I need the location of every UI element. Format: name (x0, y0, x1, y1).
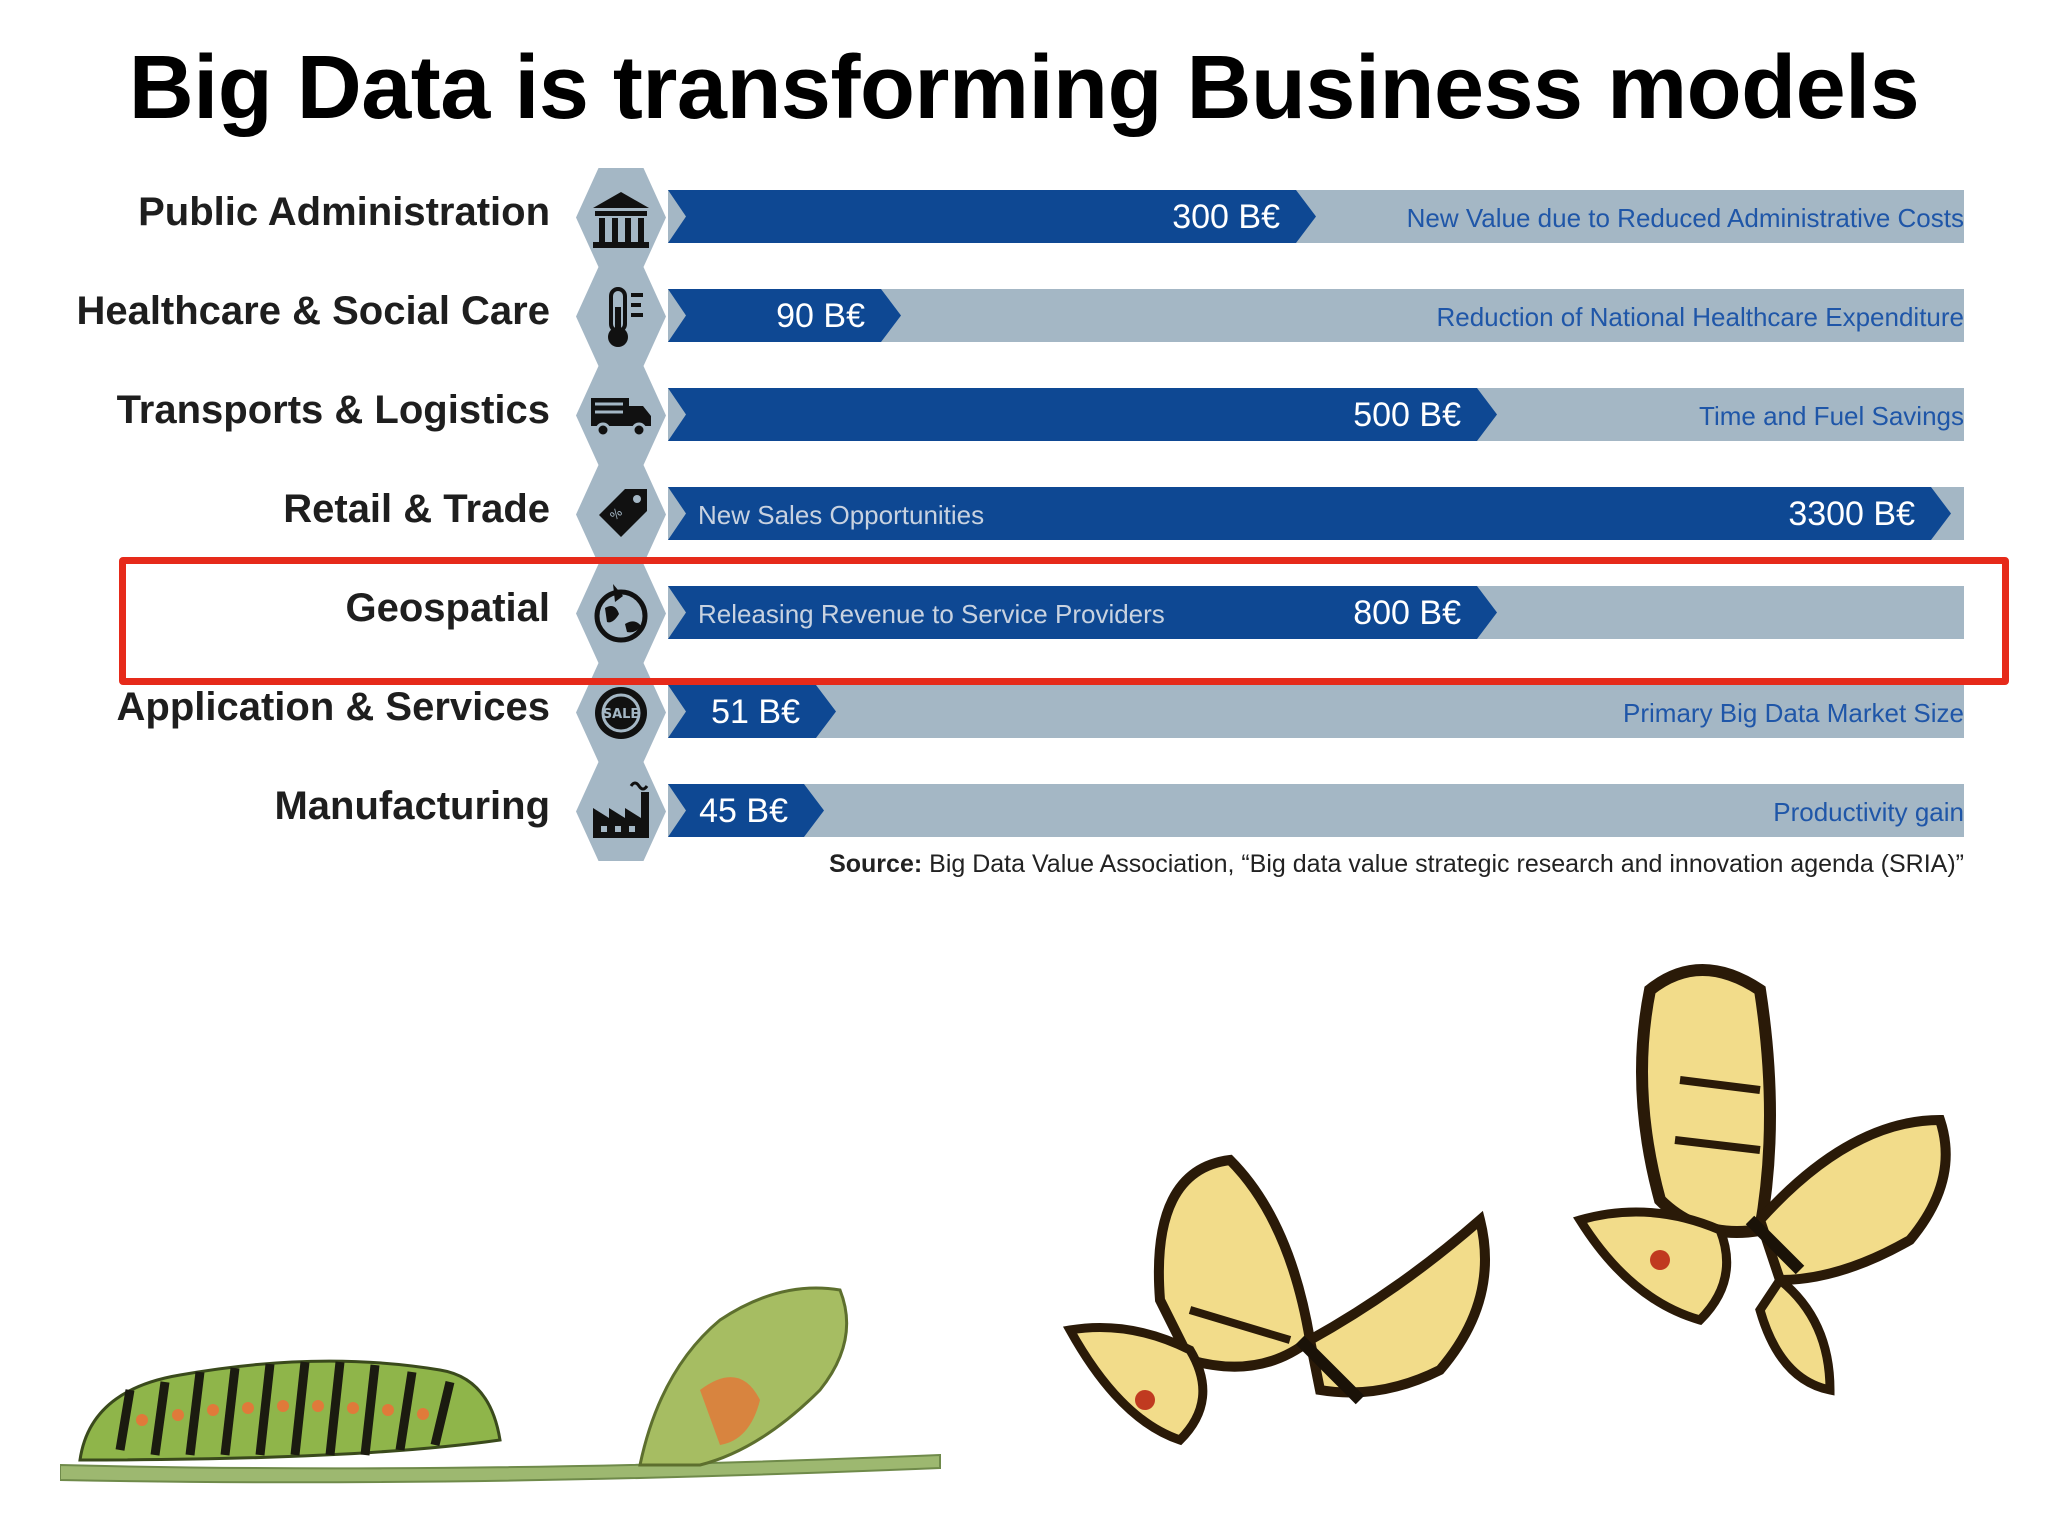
bar-row-healthcare-social-care: Healthcare & Social Care 90 B€ Reduction o… (0, 267, 2048, 366)
bar-row-application-services: Application & Services SALE 51 B€ Primary B… (0, 663, 2048, 762)
bar (668, 388, 1477, 441)
description-label: Productivity gain (1773, 797, 1964, 827)
value-label: 3300 B€ (1788, 495, 1915, 533)
bar-row-geospatial: Geospatial 800 B€ Releasing Revenue to Ser… (0, 564, 2048, 663)
factory-icon (585, 772, 657, 851)
value-label: 45 B€ (699, 792, 788, 830)
category-label: Healthcare & Social Care (76, 289, 550, 333)
caterpillar (78, 1359, 502, 1462)
price-tag-icon: % (585, 475, 657, 554)
category-label: Geospatial (345, 586, 550, 630)
government-building-icon (585, 178, 657, 257)
description-label: New Sales Opportunities (698, 500, 985, 530)
value-label: 300 B€ (1172, 198, 1280, 236)
thermometer-icon (585, 277, 657, 356)
value-label: 500 B€ (1353, 396, 1461, 434)
bar (668, 487, 1931, 540)
bar-row-transports-logistics: Transports & Logistics 500 B€ Time and Fue… (0, 366, 2048, 465)
metamorphosis-illustration (60, 964, 1951, 1484)
description-label: Releasing Revenue to Service Providers (698, 599, 1165, 629)
globe-pin-icon (585, 574, 657, 653)
bar (668, 784, 804, 837)
branch (60, 1453, 941, 1484)
icon-hexagon (576, 762, 666, 861)
bar (668, 289, 881, 342)
bar-row-manufacturing: Manufacturing 45 B€ Productivity gain (0, 762, 2048, 861)
value-label: 51 B€ (711, 693, 800, 731)
sale-badge-icon: SALE (585, 673, 657, 752)
highlight-box-geospatial (119, 557, 2009, 685)
icon-hexagon (576, 168, 666, 267)
category-label: Manufacturing (274, 784, 550, 828)
bar (668, 685, 816, 738)
category-label: Retail & Trade (283, 487, 550, 531)
value-label: 90 B€ (776, 297, 865, 335)
category-label: Transports & Logistics (116, 388, 550, 432)
description-label: Primary Big Data Market Size (1623, 698, 1964, 728)
bar-track (668, 685, 1964, 738)
description-label: New Value due to Reduced Administrative … (1406, 203, 1964, 233)
truck-icon (585, 376, 657, 455)
source-note: Source: Big Data Value Association, “Big… (829, 850, 1964, 879)
category-label: Application & Services (116, 685, 550, 729)
chrysalis (638, 1286, 849, 1467)
bar-chart: Public Administration 300 B€ New Value due… (0, 168, 2048, 861)
slide-title: Big Data is transforming Business models (128, 38, 1920, 138)
source-text: Big Data Value Association, “Big data va… (929, 850, 1964, 878)
butterfly-left (1062, 1154, 1490, 1446)
bar-row-retail-trade: Retail & Trade% 3300 B€ New Sales Opportun… (0, 465, 2048, 564)
bar-row-public-administration: Public Administration 300 B€ New Value due… (0, 168, 2048, 267)
icon-hexagon (576, 564, 666, 663)
bar (668, 586, 1477, 639)
description-label: Reduction of National Healthcare Expendi… (1436, 302, 1964, 332)
value-label: 800 B€ (1353, 594, 1461, 632)
category-label: Public Administration (138, 190, 550, 234)
bar (668, 190, 1296, 243)
source-label: Source: (829, 850, 923, 878)
description-label: Time and Fuel Savings (1699, 401, 1964, 431)
bar-track (668, 784, 1964, 837)
svg-text:SALE: SALE (603, 707, 640, 722)
butterfly-right (1573, 964, 1951, 1396)
